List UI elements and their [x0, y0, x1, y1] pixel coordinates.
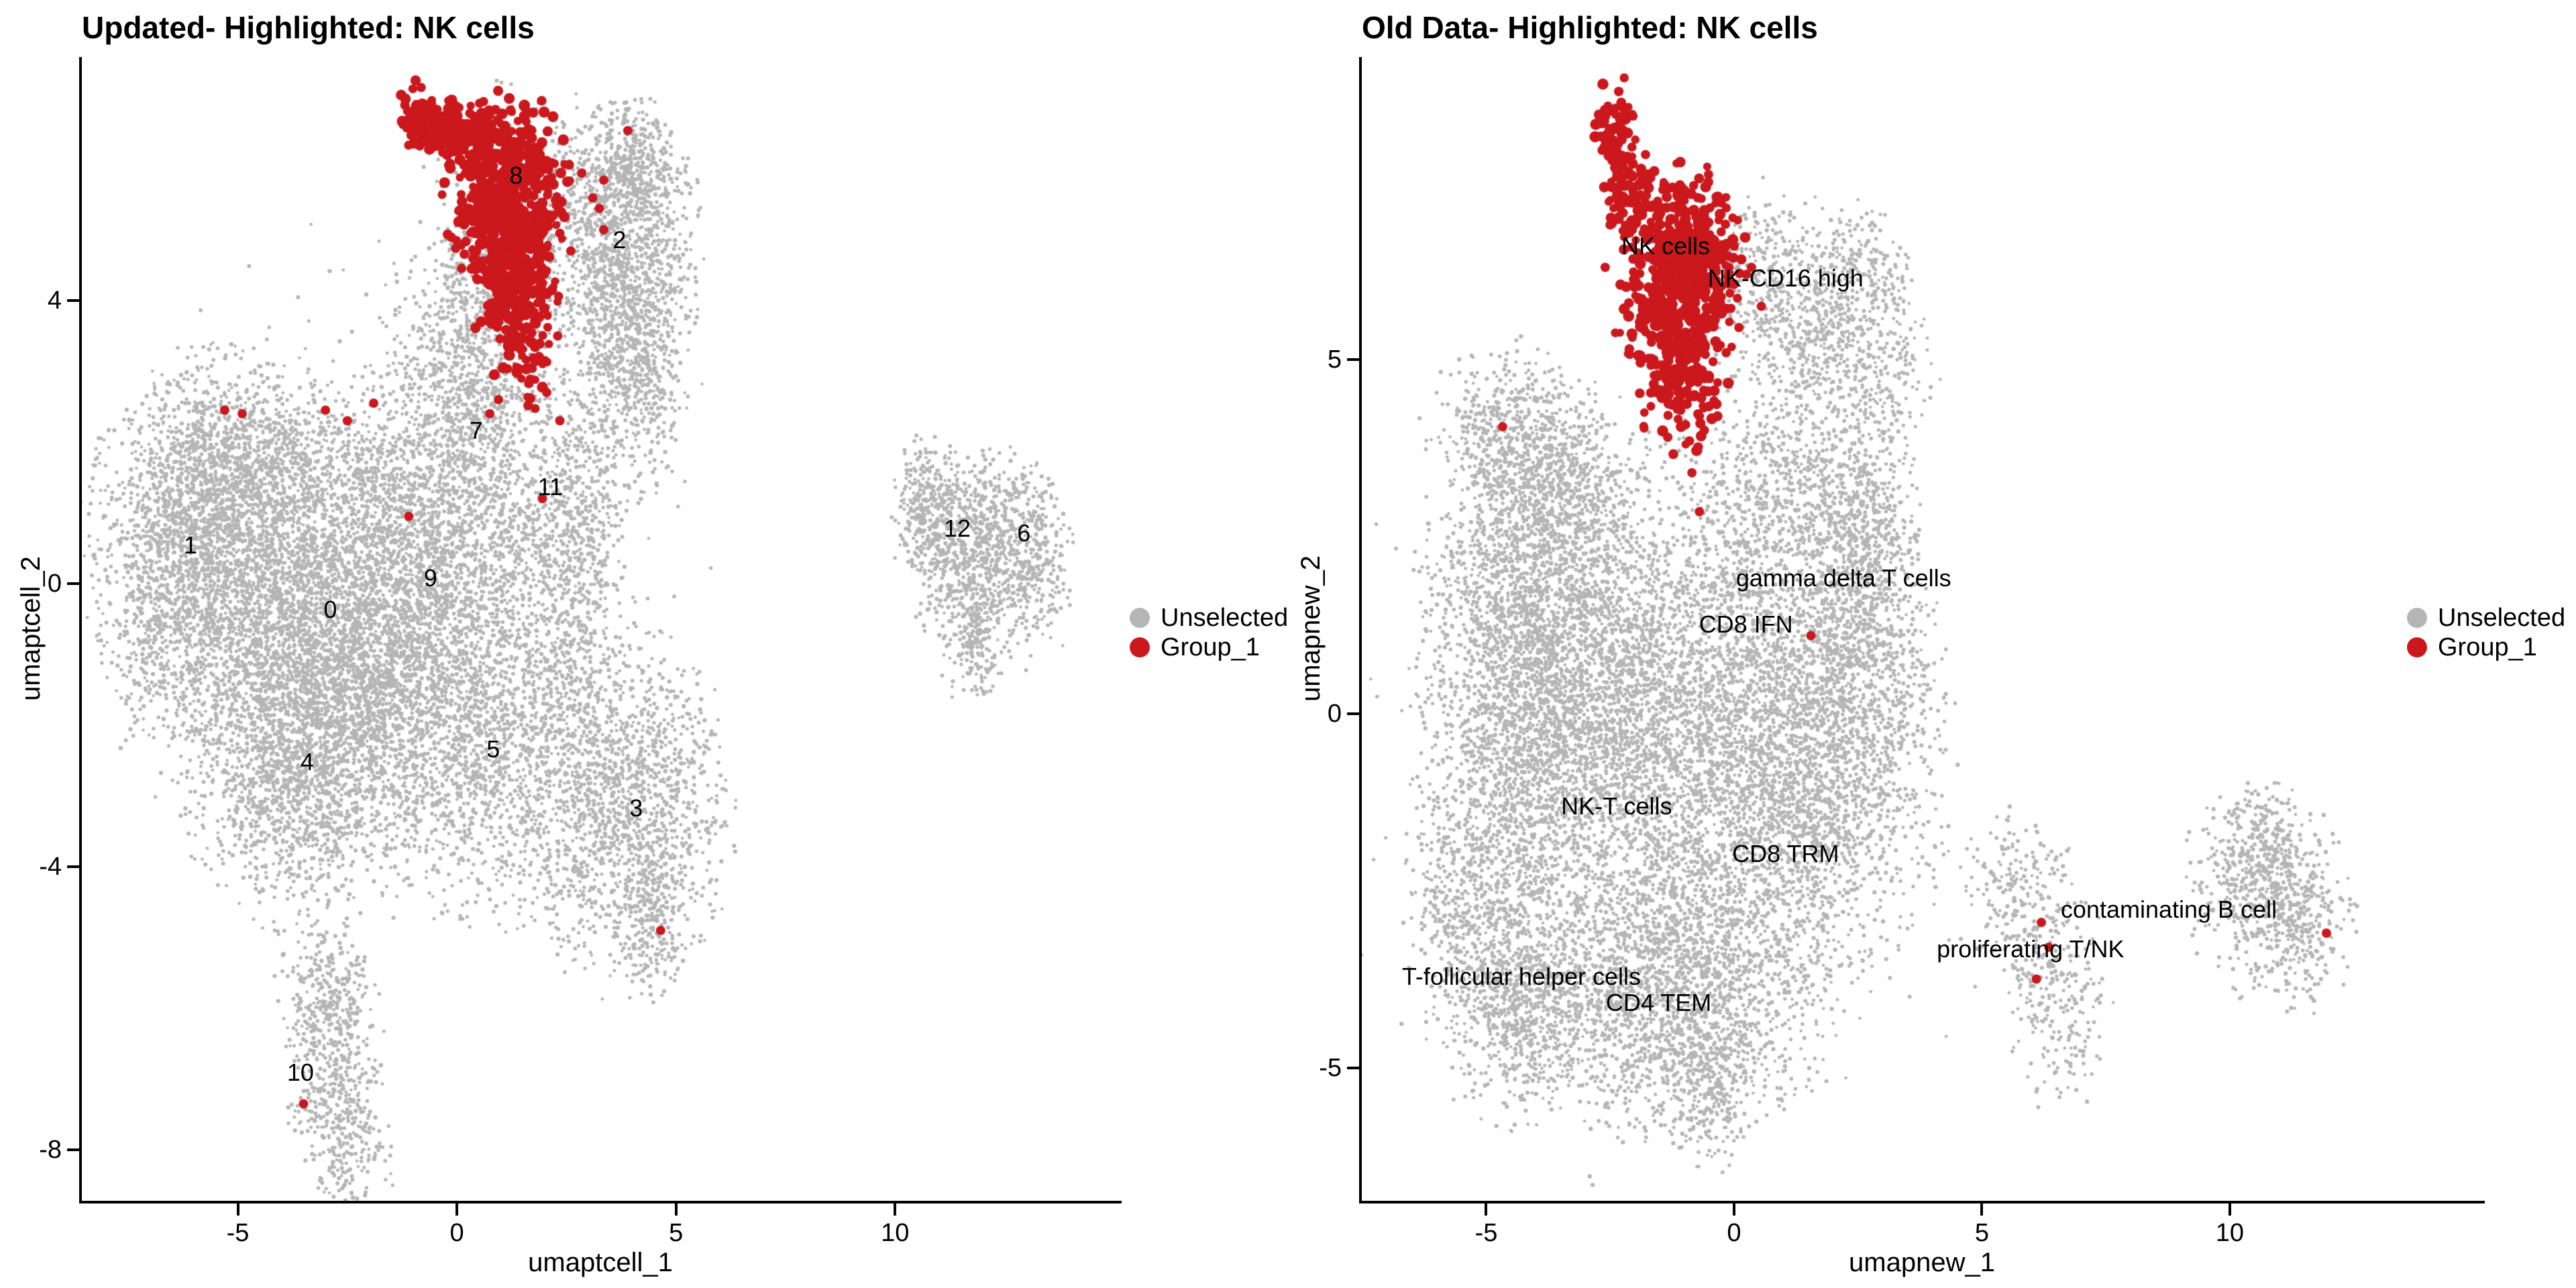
- x-tick-mark: [674, 1203, 678, 1216]
- panel1-title: Updated- Highlighted: NK cells: [82, 10, 535, 45]
- panel1-y-axis-title: umaptcell_2: [16, 556, 46, 701]
- y-tick-label: -8: [39, 1136, 62, 1165]
- cluster-number-label: 0: [323, 596, 337, 623]
- x-tick-label: -5: [1474, 1219, 1498, 1247]
- unselected-swatch-icon: [1130, 608, 1150, 628]
- y-tick-label: 0: [47, 569, 62, 598]
- group1-swatch-icon: [1130, 637, 1150, 657]
- y-tick-mark: [1347, 358, 1359, 361]
- x-tick-label: 10: [2215, 1219, 2245, 1247]
- umap-scatter-canvas-old: [1362, 57, 2482, 1201]
- panel2-legend: Unselected Group_1: [2407, 603, 2565, 662]
- cluster-number-label: 4: [300, 747, 314, 775]
- legend-label-group1: Group_1: [1161, 633, 1260, 661]
- x-tick-label: 10: [881, 1219, 910, 1247]
- cell-type-label: NK-T cells: [1561, 792, 1672, 820]
- cell-type-label: CD8 TRM: [1732, 839, 1839, 867]
- cluster-number-label: 2: [612, 226, 627, 254]
- legend-row-unselected: Unselected: [1130, 603, 1288, 633]
- panel1-x-axis-title: umaptcell_1: [528, 1248, 673, 1277]
- umap-scatter-canvas-updated: [82, 57, 1119, 1201]
- y-tick-label: 5: [1327, 345, 1342, 374]
- cluster-number-label: 5: [486, 735, 500, 763]
- cluster-number-label: 7: [469, 417, 483, 445]
- y-tick-label: -4: [39, 853, 62, 881]
- x-tick-mark: [2228, 1203, 2231, 1216]
- cluster-number-label: 10: [286, 1059, 314, 1087]
- y-tick-mark: [67, 1148, 79, 1152]
- legend-label-unselected: Unselected: [2438, 603, 2566, 632]
- y-tick-label: 0: [1327, 699, 1342, 728]
- cluster-number-label: 11: [537, 473, 563, 501]
- cluster-number-label: 3: [629, 794, 643, 822]
- x-tick-mark: [1732, 1203, 1735, 1216]
- cluster-number-label: 12: [943, 514, 971, 542]
- panel1-y-axis-line: [79, 57, 82, 1203]
- panel2-title: Old Data- Highlighted: NK cells: [1362, 10, 1818, 45]
- x-tick-label: 5: [1974, 1219, 1989, 1247]
- y-tick-mark: [1347, 1066, 1359, 1069]
- cluster-number-label: 8: [509, 162, 523, 190]
- group1-swatch-icon: [2407, 637, 2427, 657]
- legend-row-group1: Group_1: [1130, 633, 1288, 662]
- panel2-y-axis-line: [1359, 57, 1362, 1203]
- y-tick-label: 4: [47, 286, 62, 315]
- cell-type-label: NK cells: [1621, 231, 1710, 260]
- x-tick-mark: [894, 1203, 897, 1216]
- y-tick-label: -5: [1319, 1053, 1342, 1082]
- legend-label-group1: Group_1: [2438, 633, 2537, 661]
- cell-type-label: NK-CD16 high: [1707, 264, 1864, 292]
- cell-type-label: CD8 IFN: [1699, 610, 1793, 638]
- x-tick-mark: [236, 1203, 239, 1216]
- legend-row-group1: Group_1: [2407, 633, 2565, 662]
- cluster-number-label: 1: [183, 531, 197, 559]
- legend-row-unselected: Unselected: [2407, 603, 2565, 633]
- cell-type-label: gamma delta T cells: [1735, 564, 1951, 592]
- x-tick-mark: [455, 1203, 459, 1216]
- cluster-number-label: 6: [1017, 519, 1031, 547]
- x-tick-mark: [1485, 1203, 1488, 1216]
- x-tick-label: 0: [1727, 1219, 1741, 1247]
- panel1-legend: Unselected Group_1: [1130, 603, 1288, 662]
- cluster-number-label: 9: [423, 564, 437, 592]
- y-tick-mark: [67, 299, 79, 302]
- cell-type-label: CD4 TEM: [1605, 989, 1712, 1017]
- y-tick-mark: [67, 865, 79, 868]
- x-tick-mark: [1980, 1203, 1984, 1216]
- panel1-x-axis-line: [79, 1201, 1122, 1203]
- x-tick-label: 0: [449, 1219, 464, 1247]
- panel2-x-axis-title: umapnew_1: [1849, 1248, 1995, 1277]
- panel2-y-axis-title: umapnew_2: [1296, 555, 1326, 702]
- unselected-swatch-icon: [2407, 608, 2427, 628]
- cell-type-label: proliferating T/NK: [1937, 935, 2125, 963]
- cell-type-label: T-follicular helper cells: [1401, 963, 1642, 991]
- x-tick-label: 5: [669, 1219, 684, 1247]
- y-tick-mark: [67, 582, 79, 585]
- legend-label-unselected: Unselected: [1161, 603, 1289, 632]
- cell-type-label: contaminating B cell: [2060, 896, 2277, 924]
- panel2-x-axis-line: [1359, 1201, 2485, 1203]
- y-tick-mark: [1347, 712, 1359, 715]
- x-tick-label: -5: [226, 1219, 250, 1247]
